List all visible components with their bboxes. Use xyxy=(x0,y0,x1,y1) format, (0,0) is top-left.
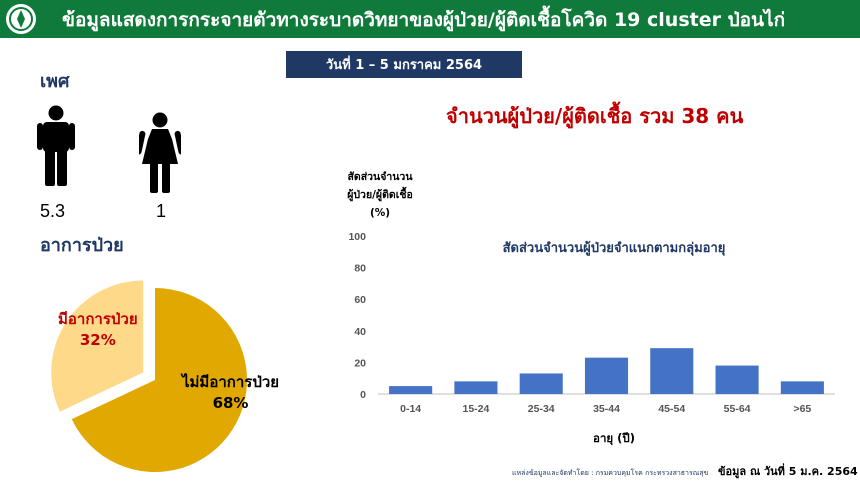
y-tick-label: 40 xyxy=(354,326,366,338)
male-person-icon xyxy=(37,105,75,186)
data-date-note: ข้อมูล ณ วันที่ 5 ม.ค. 2564 xyxy=(718,465,858,478)
age-group-bar-chart: สัดส่วนจำนวนผู้ป่วย/ผู้ติดเชื้อ (%) สัดส่ว… xyxy=(347,171,835,446)
bar-55-64 xyxy=(715,365,759,394)
symptoms-title: อาการป่วย xyxy=(40,235,124,256)
bar-25-34 xyxy=(519,373,563,394)
x-axis-title: อายุ (ปี) xyxy=(593,431,635,446)
header-bar: ข้อมูลแสดงการกระจายตัวทางระบาดวิทยาของผู… xyxy=(0,0,860,38)
y-tick-label: 20 xyxy=(354,357,366,369)
pie-label-asymptomatic: ไม่มีอาการป่วย 68% xyxy=(182,370,279,412)
x-tick-label: 0-14 xyxy=(400,403,421,415)
x-tick-label: >65 xyxy=(793,403,811,415)
x-tick-label: 15-24 xyxy=(462,403,489,415)
y-tick-label: 100 xyxy=(348,231,366,243)
y-tick-label: 80 xyxy=(354,263,366,275)
bar-45-54 xyxy=(650,348,694,394)
asymptomatic-label: ไม่มีอาการป่วย xyxy=(182,373,280,391)
bar-0-14 xyxy=(389,386,433,394)
x-tick-label: 35-44 xyxy=(593,403,620,415)
total-cases-heading: จำนวนผู้ป่วย/ผู้ติดเชื้อ รวม 38 คน xyxy=(446,104,744,128)
page-title: ข้อมูลแสดงการกระจายตัวทางระบาดวิทยาของผู… xyxy=(62,9,786,31)
gender-title: เพศ xyxy=(40,71,70,92)
female-person-icon xyxy=(139,112,181,193)
x-tick-label: 25-34 xyxy=(528,403,555,415)
data-source-note: แหล่งข้อมูลและจัดทำโดย : กรมควบคุมโรค กร… xyxy=(512,469,709,477)
ddc-logo-icon xyxy=(6,4,36,34)
pie-slice-symptomatic xyxy=(51,280,144,412)
symptomatic-percent: 32% xyxy=(79,331,116,349)
y-tick-label: 60 xyxy=(354,294,366,306)
bar-15-24 xyxy=(454,381,498,394)
x-tick-label: 45-54 xyxy=(658,403,685,415)
y-axis-title-line: สัดส่วนจำนวน xyxy=(347,171,413,183)
asymptomatic-percent: 68% xyxy=(212,394,249,412)
y-axis-title-line: (%) xyxy=(370,207,390,219)
y-tick-label: 0 xyxy=(360,389,366,401)
male-count: 5.3 xyxy=(40,201,66,221)
female-count: 1 xyxy=(156,201,167,221)
pie-slice-asymptomatic xyxy=(71,288,248,472)
symptoms-pie-chart xyxy=(51,280,248,472)
pie-label-symptomatic: มีอาการป่วย 32% xyxy=(58,307,138,349)
date-range-badge: วันที่ 1 – 5 มกราคม 2564 xyxy=(286,51,522,78)
bar-35-44 xyxy=(584,357,629,394)
symptomatic-label: มีอาการป่วย xyxy=(58,310,138,328)
x-tick-label: 55-64 xyxy=(724,403,751,415)
bar->65 xyxy=(780,381,824,394)
y-axis-title-line: ผู้ป่วย/ผู้ติดเชื้อ xyxy=(347,186,413,202)
bar-chart-title: สัดส่วนจำนวนผู้ป่วยจำแนกตามกลุ่มอายุ xyxy=(503,240,726,256)
